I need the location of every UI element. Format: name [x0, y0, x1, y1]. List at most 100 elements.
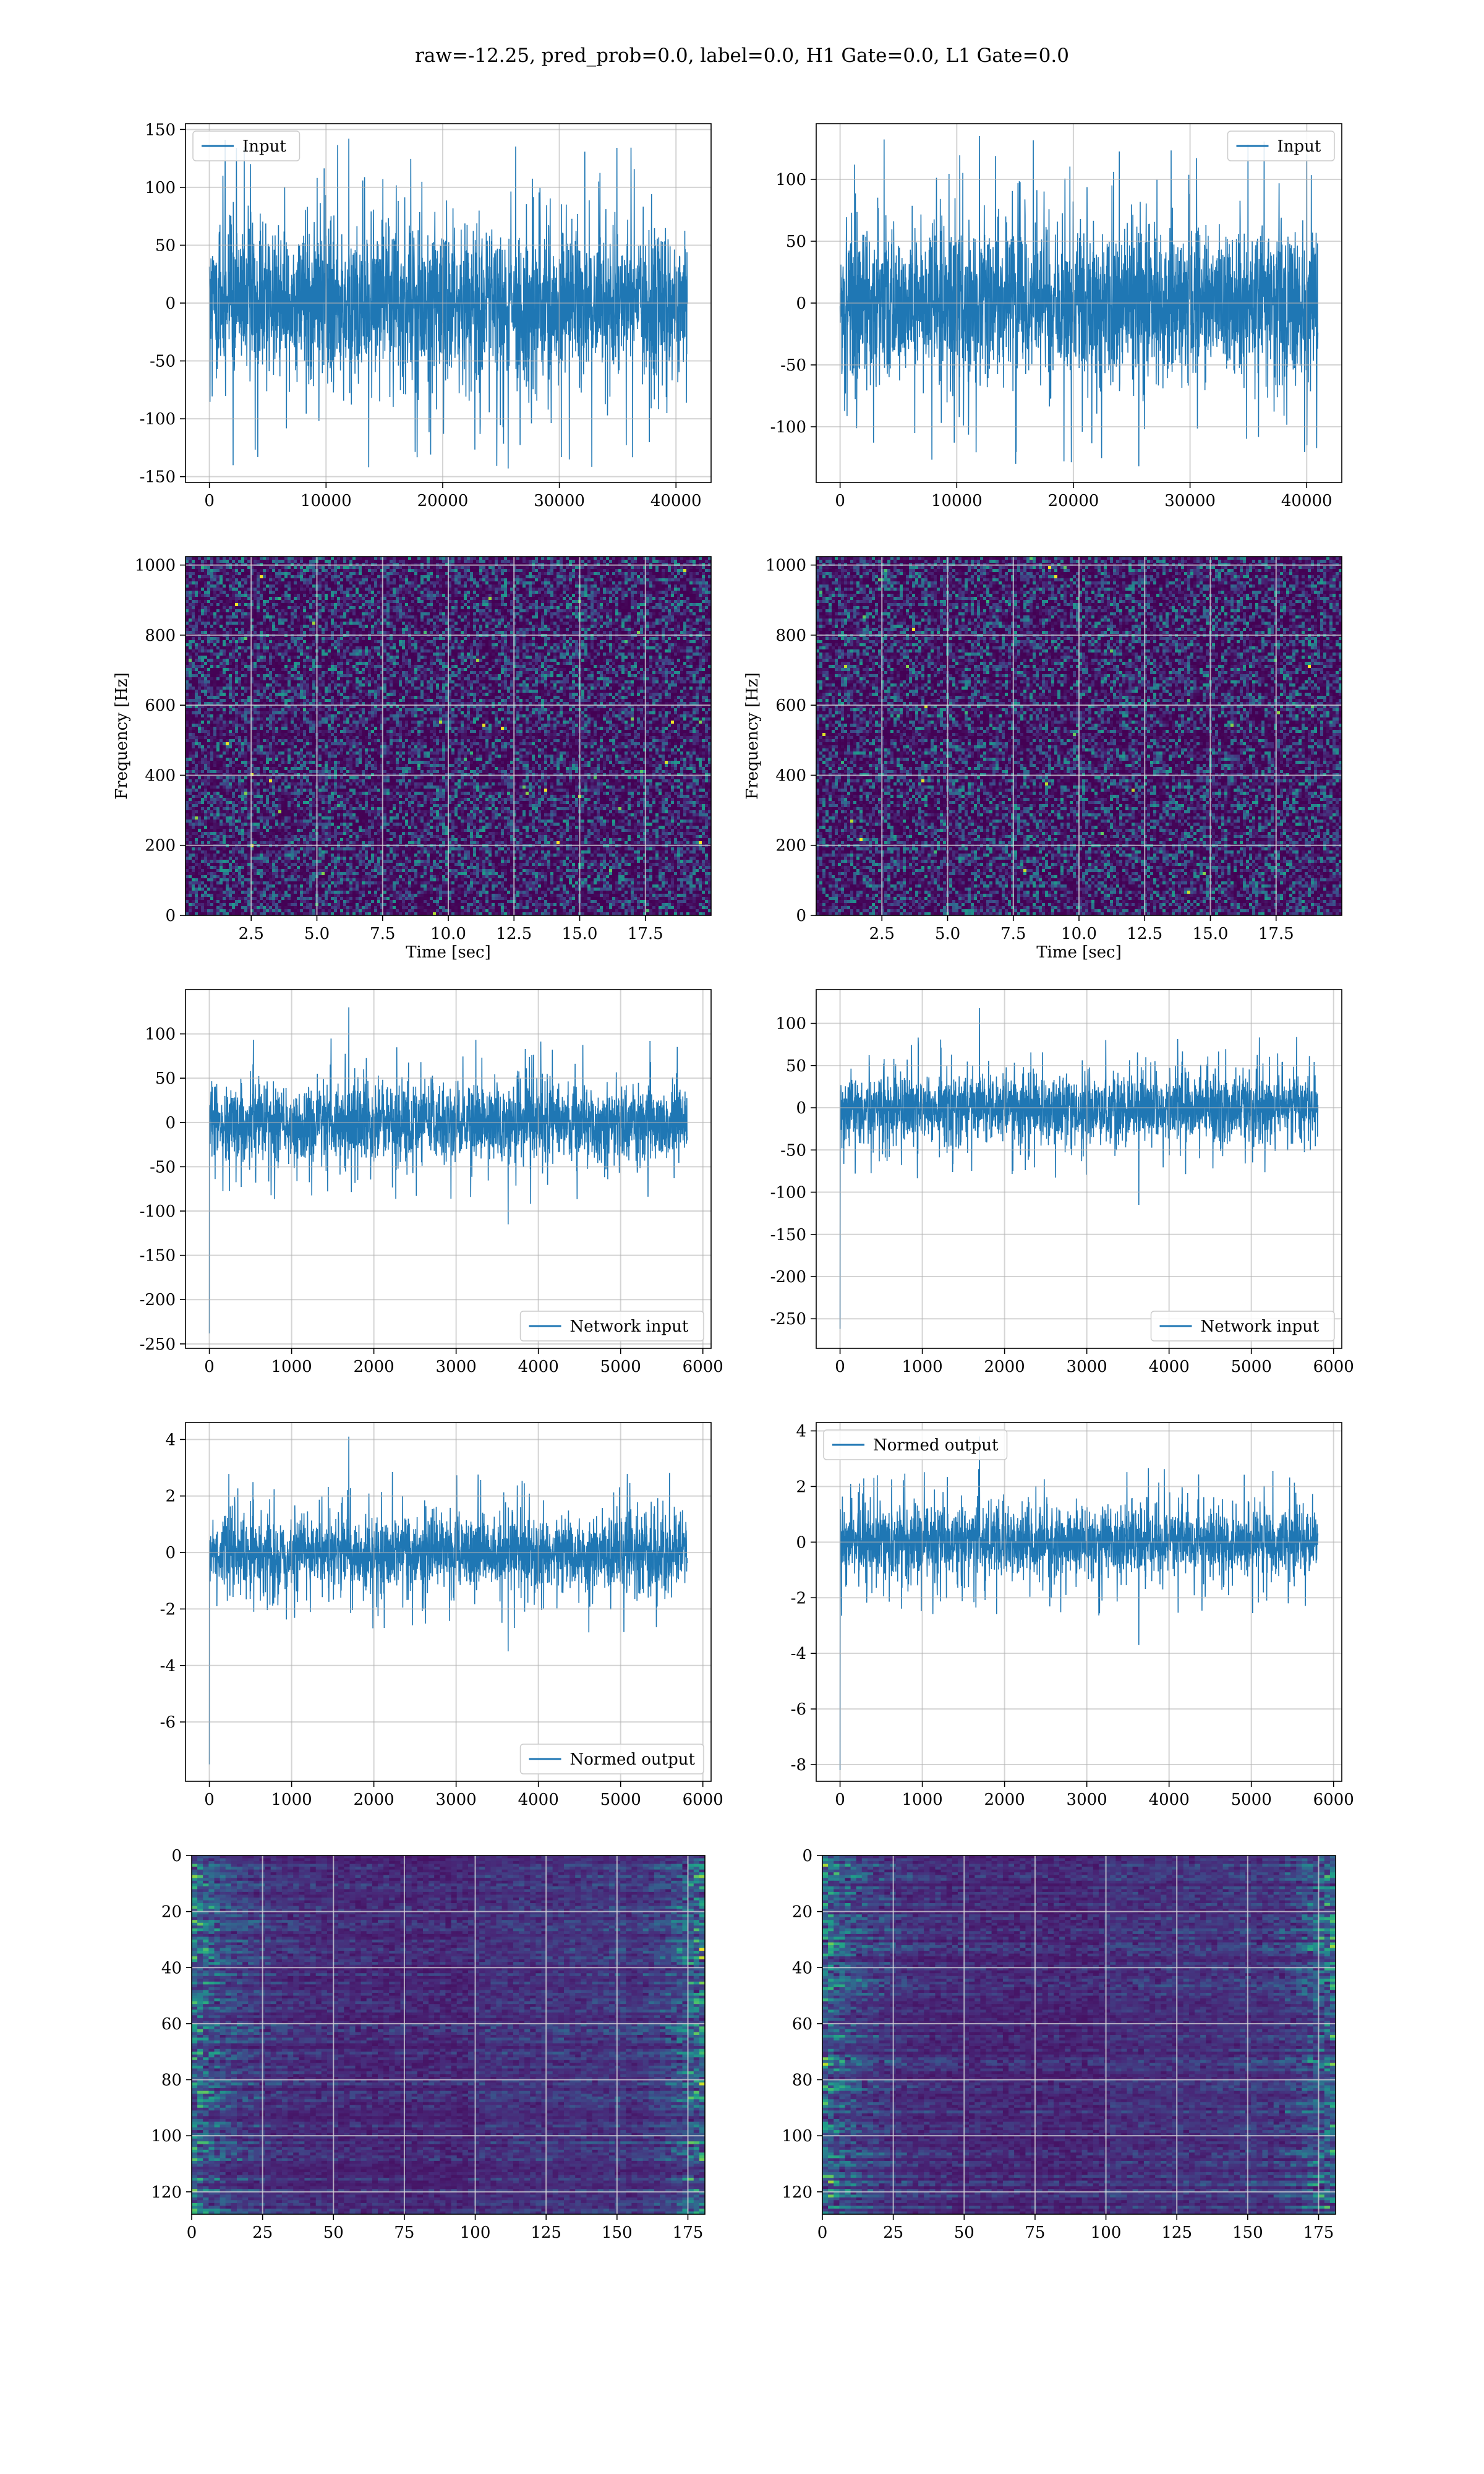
- x-tick-label: 0: [187, 2224, 197, 2242]
- x-tick-label: 5.0: [304, 925, 330, 943]
- y-tick-label: 50: [155, 1069, 176, 1088]
- series-line: [210, 1437, 688, 1765]
- x-tick-label: 10.0: [1061, 925, 1097, 943]
- legend-label: Normed output: [570, 1750, 696, 1769]
- chart-input-h1: 0 10000 20000 30000 40000-150-100-5005010015…: [140, 121, 711, 510]
- y-tick-label: -150: [140, 1247, 176, 1265]
- x-tick-label: 7.5: [1000, 925, 1026, 943]
- x-tick-label: 5000: [600, 1358, 641, 1376]
- y-tick-label: 50: [155, 236, 176, 255]
- plot-area: [840, 136, 1318, 466]
- y-tick-label: 0: [796, 1533, 806, 1552]
- y-tick-label: 0: [165, 1114, 176, 1132]
- x-tick-label: 0: [817, 2224, 828, 2242]
- x-tick-label: 6000: [1313, 1358, 1354, 1376]
- y-tick-label: 800: [775, 627, 806, 645]
- x-tick-label: 100: [460, 2224, 491, 2242]
- x-tick-label: 4000: [518, 1358, 559, 1376]
- x-tick-label: 6000: [1313, 1791, 1354, 1809]
- x-tick-label: 100: [1091, 2224, 1122, 2242]
- x-axis-label: Time [sec]: [1036, 943, 1122, 962]
- y-tick-label: -50: [780, 1141, 806, 1160]
- x-tick-label: 2000: [354, 1358, 394, 1376]
- x-tick-label: 125: [1161, 2224, 1192, 2242]
- x-tick-label: 0: [835, 1791, 845, 1809]
- x-tick-label: 150: [1232, 2224, 1263, 2242]
- x-tick-label: 50: [323, 2224, 344, 2242]
- y-tick-label: 150: [145, 121, 176, 139]
- y-tick-label: 100: [151, 2127, 182, 2146]
- y-tick-label: 2: [165, 1487, 176, 1506]
- x-tick-label: 1000: [271, 1358, 312, 1376]
- y-tick-label: -4: [791, 1645, 806, 1663]
- y-tick-label: 100: [782, 2127, 812, 2146]
- axes-frame: [816, 990, 1342, 1348]
- y-tick-label: -100: [140, 1202, 176, 1221]
- x-tick-label: 40000: [1281, 492, 1333, 510]
- y-tick-label: -250: [140, 1335, 176, 1354]
- x-tick-label: 2000: [984, 1358, 1025, 1376]
- y-tick-label: 50: [786, 233, 806, 251]
- x-tick-label: 0: [204, 1358, 215, 1376]
- plot-area: [822, 1856, 1336, 2215]
- y-tick-label: 600: [145, 696, 176, 715]
- x-tick-label: 25: [252, 2224, 273, 2242]
- chart-normed-output-h1: 0 1000 2000 3000 4000 5000 6000-6-4-2024Normed…: [160, 1423, 723, 1809]
- y-tick-label: 100: [145, 179, 176, 197]
- y-tick-label: 120: [782, 2183, 812, 2202]
- panels: 0 10000 20000 30000 40000-150-100-5005010015…: [113, 121, 1354, 2242]
- x-tick-label: 150: [602, 2224, 633, 2242]
- x-axis-label: Time [sec]: [406, 943, 491, 962]
- y-tick-label: 40: [792, 1959, 812, 1977]
- x-tick-label: 6000: [683, 1791, 723, 1809]
- x-tick-label: 10000: [301, 492, 352, 510]
- chart-spectrogram-l1: 2.5 5.0 7.5 10.0 12.5 15.0 17.5020040060080010…: [743, 557, 1342, 962]
- x-tick-label: 4000: [1149, 1358, 1190, 1376]
- legend-label: Input: [242, 137, 286, 156]
- x-tick-label: 3000: [436, 1358, 477, 1376]
- y-tick-label: 0: [165, 907, 176, 925]
- y-tick-label: 400: [775, 766, 806, 785]
- y-tick-label: 0: [165, 294, 176, 313]
- x-tick-label: 25: [883, 2224, 903, 2242]
- y-tick-label: -50: [150, 1158, 176, 1176]
- x-tick-label: 1000: [902, 1358, 943, 1376]
- x-tick-label: 7.5: [370, 925, 395, 943]
- y-tick-label: 50: [786, 1057, 806, 1076]
- x-tick-label: 3000: [1067, 1358, 1107, 1376]
- y-tick-label: -200: [140, 1291, 176, 1309]
- x-tick-label: 5.0: [935, 925, 960, 943]
- y-tick-label: -50: [150, 353, 176, 371]
- chart-spectrogram-h1: 2.5 5.0 7.5 10.0 12.5 15.0 17.5020040060080010…: [113, 557, 712, 962]
- y-tick-label: -4: [160, 1657, 176, 1676]
- x-tick-label: 0: [204, 492, 215, 510]
- y-tick-label: -8: [791, 1756, 806, 1774]
- series-line: [840, 136, 1318, 466]
- x-tick-label: 4000: [518, 1791, 559, 1809]
- y-tick-label: 100: [775, 1015, 806, 1034]
- x-tick-label: 20000: [1048, 492, 1099, 510]
- plot-area: [210, 1008, 688, 1333]
- y-tick-label: -6: [160, 1713, 176, 1732]
- y-tick-label: 80: [792, 2071, 812, 2090]
- y-tick-label: 1000: [765, 557, 806, 575]
- grid-lines: [186, 1423, 711, 1781]
- y-tick-label: 200: [775, 837, 806, 855]
- x-tick-label: 30000: [1164, 492, 1216, 510]
- grid-lines: [186, 990, 711, 1348]
- x-tick-label: 5000: [600, 1791, 641, 1809]
- legend: Input: [1228, 131, 1335, 161]
- x-tick-label: 50: [954, 2224, 974, 2242]
- legend-label: Network input: [570, 1317, 689, 1336]
- y-tick-label: 0: [165, 1544, 176, 1562]
- legend: Network input: [1151, 1311, 1335, 1341]
- y-tick-label: -2: [160, 1600, 176, 1619]
- legend-label: Normed output: [873, 1436, 999, 1455]
- series-line: [840, 1008, 1318, 1329]
- axes-frame: [186, 1423, 711, 1781]
- plot-area: [840, 1008, 1318, 1329]
- legend: Normed output: [521, 1744, 704, 1774]
